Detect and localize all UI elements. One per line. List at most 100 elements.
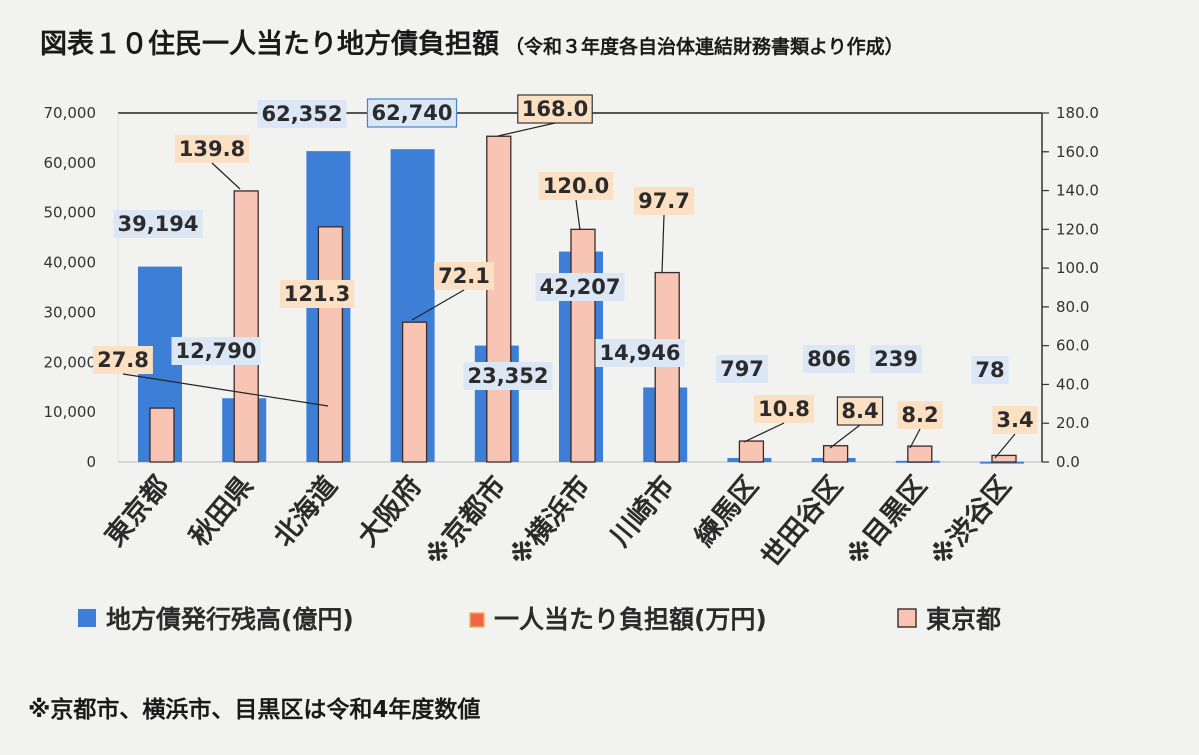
- data-label-leader-line: [743, 422, 785, 443]
- legend-swatch: [897, 608, 917, 628]
- chart-title: 図表１０住民一人当たり地方債負担額 （令和３年度各自治体連結財務書類より作成）: [40, 22, 904, 61]
- data-label-leader-line: [411, 289, 465, 321]
- chart-legend: 地方債発行残高(億円) 一人当たり負担額(万円) 東京都: [78, 605, 1001, 634]
- data-label-per-capita-bg: [897, 401, 943, 429]
- data-label-debt-balance-bg: [595, 339, 685, 367]
- data-label-per-capita: 8.4: [841, 399, 878, 423]
- data-label-per-capita: 10.8: [758, 397, 810, 421]
- data-label-per-capita-bg: [434, 262, 494, 290]
- category-label: ※目黒区: [840, 471, 933, 573]
- data-label-debt-balance: 797: [720, 357, 764, 381]
- data-label-leader-line: [661, 214, 665, 274]
- data-label-debt-balance: 62,352: [261, 102, 342, 126]
- data-label-per-capita-bg: [279, 280, 355, 308]
- y-left-tick-label: 50,000: [44, 204, 97, 222]
- y-right-tick-label: 140.0: [1056, 182, 1099, 200]
- category-label: 東京都: [99, 470, 176, 553]
- data-label-debt-balance: 14,946: [599, 341, 680, 365]
- data-label-per-capita: 3.4: [996, 408, 1033, 432]
- data-label-per-capita-bg: [754, 395, 814, 423]
- data-label-per-capita-bg: [538, 172, 614, 200]
- data-label-debt-balance-bg: [971, 356, 1009, 384]
- data-label-debt-balance: 39,194: [117, 212, 198, 236]
- data-label-debt-balance-bg: [113, 210, 203, 238]
- data-label-per-capita-bg: [634, 187, 694, 215]
- footnote: ※京都市、横浜市、目黒区は令和4年度数値: [28, 697, 481, 723]
- legend-item-label: 地方債発行残高(億円): [106, 605, 354, 634]
- y-right-tick-label: 120.0: [1056, 220, 1099, 238]
- data-label-leader-line: [122, 373, 329, 407]
- title-main: 図表１０住民一人当たり地方債負担額: [40, 29, 499, 60]
- category-label: 川崎市: [604, 470, 681, 553]
- data-label-per-capita-bg: [174, 135, 250, 163]
- data-label-per-capita: 97.7: [638, 189, 690, 213]
- data-label-debt-balance: 78: [975, 358, 1004, 382]
- data-label-per-capita-bg: [992, 406, 1038, 434]
- y-left-tick-label: 10,000: [44, 403, 97, 421]
- category-label: ※京都市: [419, 470, 512, 573]
- data-label-per-capita: 120.0: [543, 174, 609, 198]
- title-subtitle: （令和３年度各自治体連結財務書類より作成）: [505, 36, 904, 58]
- y-left-tick-label: 60,000: [44, 154, 97, 172]
- bar-per-capita-burden: [486, 135, 512, 463]
- y-right-tick-label: 180.0: [1056, 104, 1099, 122]
- y-left-tick-label: 40,000: [44, 254, 97, 272]
- data-label-leader-line: [497, 122, 556, 137]
- data-label-per-capita: 168.0: [522, 97, 588, 121]
- y-right-tick-label: 20.0: [1056, 414, 1089, 432]
- y-right-tick-label: 100.0: [1056, 259, 1099, 277]
- data-label-debt-balance-bg: [803, 345, 855, 373]
- data-label-debt-balance: 239: [874, 347, 918, 371]
- category-label: 大阪府: [351, 470, 428, 553]
- bar-per-capita-burden: [570, 228, 596, 463]
- bar-per-capita-burden: [907, 445, 933, 463]
- category-label: 世田谷区: [756, 471, 849, 574]
- data-label-debt-balance-bg: [366, 98, 458, 128]
- y-right-tick-label: 60.0: [1056, 337, 1089, 355]
- y-left-tick-label: 20,000: [44, 353, 97, 371]
- bar-per-capita-burden: [738, 440, 765, 463]
- data-label-leader-line: [211, 162, 241, 190]
- chart-data-labels: 39,194 27.8 12,790 139.8 62,352 121.3 62,740 72…: [93, 94, 1038, 459]
- data-label-debt-balance-bg: [716, 355, 768, 383]
- data-label-debt-balance-bg: [870, 345, 922, 373]
- y-right-tick-label: 0.0: [1056, 453, 1080, 471]
- data-label-debt-balance-bg: [257, 100, 347, 128]
- data-label-debt-balance: 12,790: [175, 339, 256, 363]
- category-label: 練馬区: [688, 470, 765, 553]
- data-label-debt-balance: 42,207: [539, 275, 620, 299]
- chart-svg: 0 10,000 20,000 30,000 40,000 50,000 60,000 70,…: [44, 94, 1099, 634]
- bar-per-capita-burden: [317, 226, 344, 463]
- category-label: 北海道: [267, 470, 344, 553]
- data-label-debt-balance: 23,352: [467, 364, 548, 388]
- data-label-leader-line: [994, 433, 1016, 459]
- data-label-per-capita: 8.2: [901, 403, 938, 427]
- data-label-per-capita-bg: [93, 346, 153, 374]
- bar-per-capita-burden: [233, 190, 259, 463]
- data-label-leader-line: [829, 424, 861, 449]
- data-label-leader-line: [575, 199, 581, 231]
- data-label-debt-balance: 62,740: [371, 101, 452, 125]
- data-label-debt-balance-bg: [535, 273, 625, 301]
- y-left-tick-label: 0: [86, 453, 96, 471]
- bar-per-capita-burden: [991, 454, 1017, 463]
- data-label-debt-balance-bg: [171, 337, 261, 365]
- data-label-per-capita: 72.1: [438, 264, 490, 288]
- bar-per-capita-burden: [149, 407, 175, 463]
- y-right-tick-label: 160.0: [1056, 143, 1099, 161]
- legend-swatch: [78, 609, 96, 627]
- data-label-per-capita: 27.8: [97, 348, 149, 372]
- y-left-tick-label: 30,000: [44, 303, 97, 321]
- data-label-per-capita-bg: [836, 396, 884, 426]
- data-label-per-capita: 121.3: [284, 282, 350, 306]
- data-label-debt-balance: 806: [807, 347, 851, 371]
- legend-swatch: [469, 612, 485, 628]
- legend-item-label: 東京都: [926, 605, 1001, 634]
- bar-per-capita-burden: [401, 321, 428, 463]
- legend-item-label: 一人当たり負担額(万円): [494, 605, 767, 634]
- category-label: 秋田県: [184, 471, 260, 553]
- y-right-tick-label: 40.0: [1056, 375, 1089, 393]
- data-label-per-capita: 139.8: [179, 137, 245, 161]
- bar-per-capita-burden: [822, 445, 849, 463]
